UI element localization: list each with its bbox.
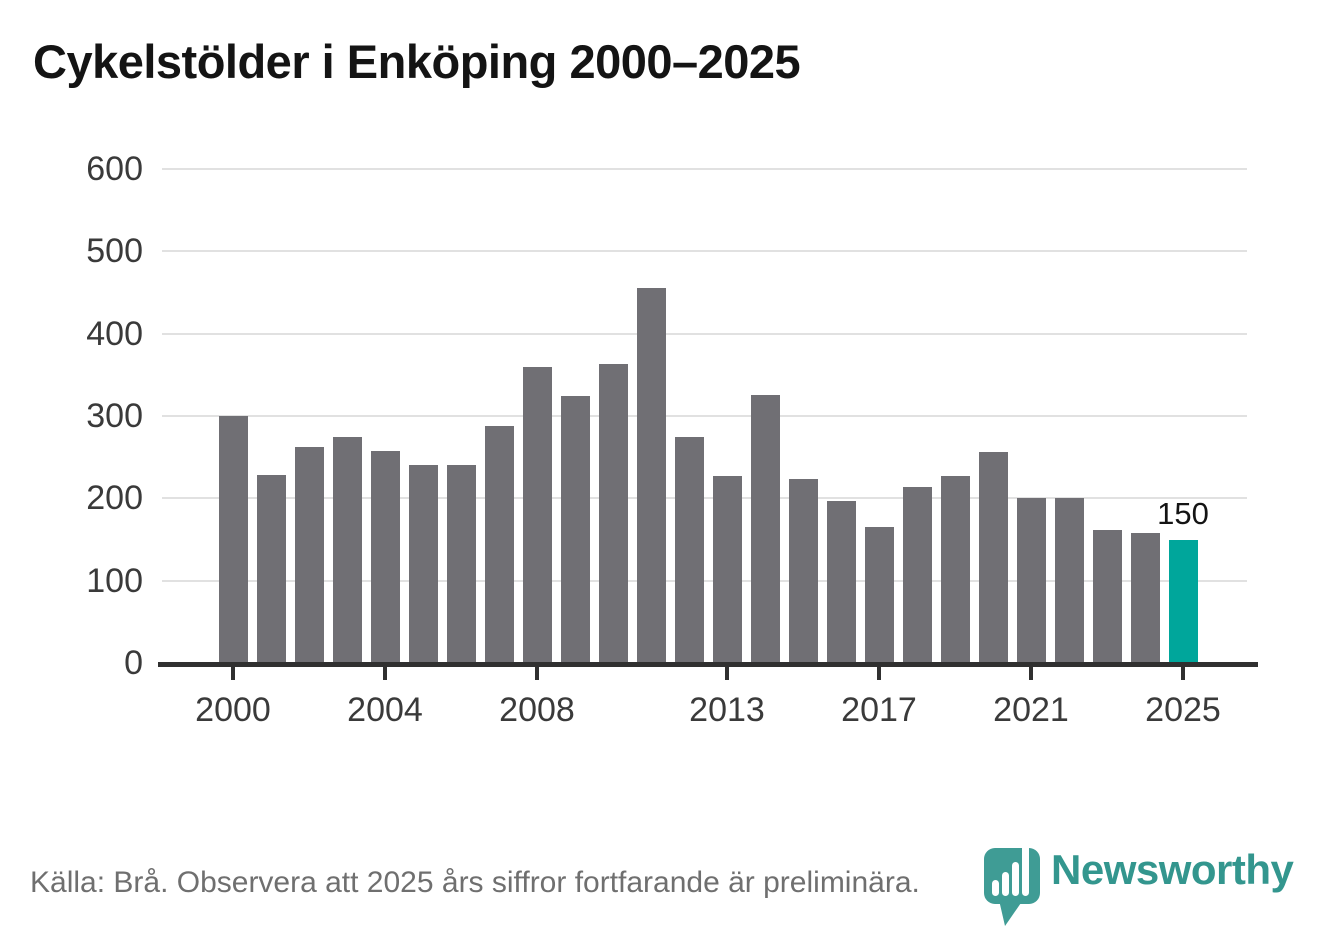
x-axis-line (158, 662, 1258, 667)
y-tick-label-300: 300 (86, 397, 143, 435)
y-tick-label-400: 400 (86, 314, 143, 353)
bar-2014 (750, 395, 780, 663)
chart-title: Cykelstölder i Enköping 2000–2025 (33, 35, 801, 88)
x-tick-label-2004: 2004 (347, 691, 423, 729)
newsworthy-pin-bar-chart-icon (984, 840, 1040, 926)
x-tick-2008 (535, 667, 539, 680)
x-tick-2013 (725, 667, 729, 680)
bar-2013 (712, 476, 742, 663)
bar-2008 (522, 366, 552, 663)
bar-2000 (218, 416, 248, 663)
x-tick-label-2000: 2000 (195, 691, 271, 729)
brand-name: Newsworthy (1051, 846, 1294, 893)
bar-2023 (1092, 530, 1122, 663)
x-tick-2021 (1029, 667, 1033, 680)
y-tick-label-600: 600 (86, 150, 143, 188)
y-tick-label-200: 200 (86, 479, 143, 518)
x-tick-2004 (383, 667, 387, 680)
bar-2025 (1168, 539, 1198, 663)
bar-2024 (1130, 532, 1160, 663)
source-note: Källa: Brå. Observera att 2025 års siffr… (30, 866, 920, 899)
x-tick-2000 (231, 667, 235, 680)
bar-2009 (560, 396, 590, 663)
bar-2010 (598, 364, 628, 663)
bar-2017 (864, 527, 894, 663)
y-tick-label-100: 100 (86, 561, 143, 600)
bar-2011 (636, 288, 666, 663)
bar-2020 (978, 452, 1008, 663)
bar-2018 (902, 486, 932, 663)
gridline-500 (162, 250, 1247, 253)
x-tick-label-2021: 2021 (993, 691, 1069, 729)
gridline-100 (162, 579, 1247, 582)
bar-2004 (370, 450, 400, 663)
gridline-400 (162, 332, 1247, 335)
x-tick-2017 (877, 667, 881, 680)
x-tick-label-2008: 2008 (499, 691, 575, 729)
gridline-600 (162, 168, 1247, 170)
x-tick-2025 (1181, 667, 1185, 680)
gridline-300 (162, 415, 1247, 417)
bar-2007 (484, 425, 514, 663)
bar-2002 (294, 447, 324, 663)
gridline-200 (162, 497, 1247, 500)
bar-2022 (1054, 497, 1084, 663)
bar-2021 (1016, 497, 1046, 663)
x-tick-label-2017: 2017 (841, 691, 917, 729)
y-tick-label-0: 0 (124, 644, 143, 682)
x-tick-label-2025: 2025 (1145, 691, 1221, 729)
bar-2016 (826, 500, 856, 663)
newsworthy-branding: Newsworthy (983, 838, 1313, 933)
bar-2006 (446, 465, 476, 663)
highlight-value-label: 150 (1157, 495, 1209, 531)
bar-2015 (788, 479, 818, 663)
bar-2012 (674, 437, 704, 663)
bar-2005 (408, 464, 438, 663)
x-tick-label-2013: 2013 (689, 691, 765, 729)
bar-2019 (940, 476, 970, 663)
y-tick-label-500: 500 (86, 232, 143, 271)
bar-2003 (332, 436, 362, 663)
bar-2001 (256, 475, 286, 663)
